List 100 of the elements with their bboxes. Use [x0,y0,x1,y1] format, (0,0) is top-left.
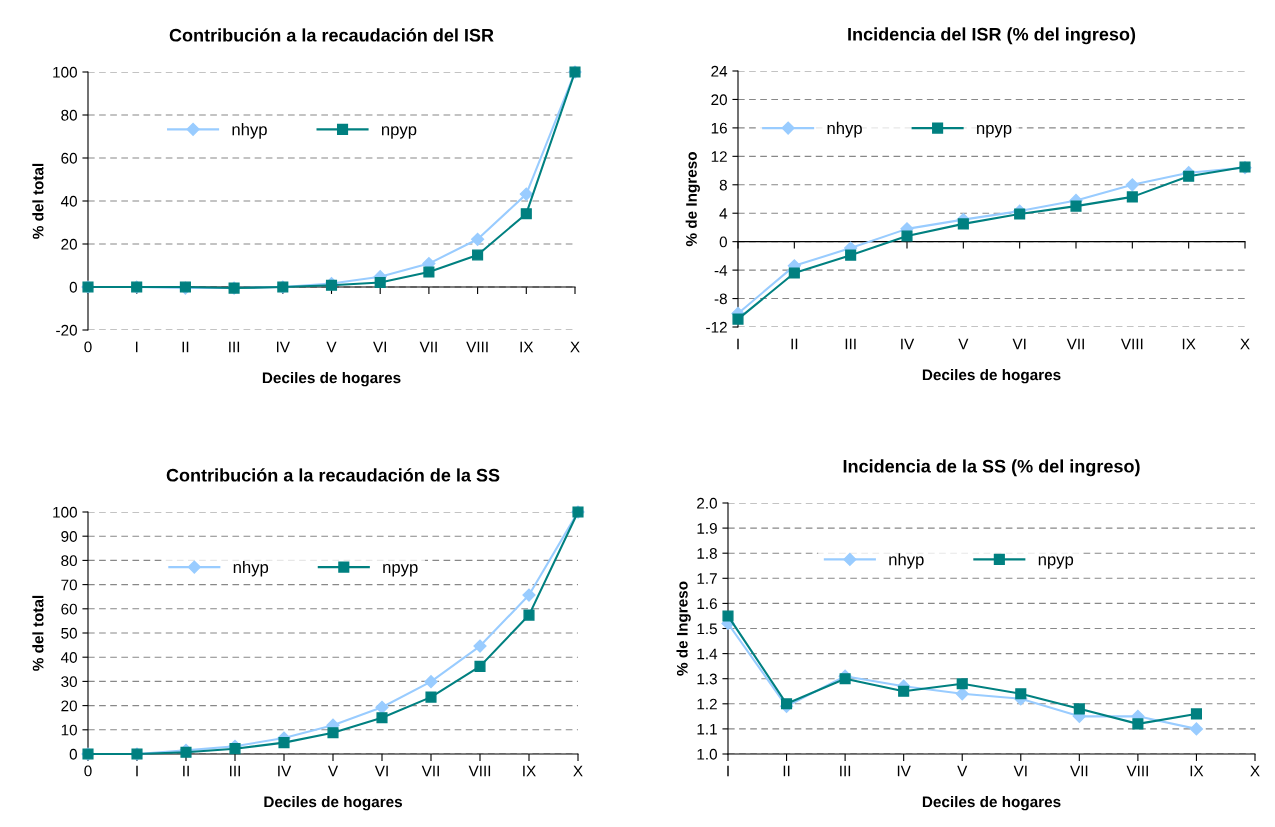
y-axis-title: % de Ingreso [685,152,700,247]
x-tick-label: VI [1013,765,1027,777]
x-axis-title: Deciles de hogares [264,796,403,811]
y-tick-label: 70 [61,579,77,591]
y-tick-label: 20 [61,700,77,712]
x-tick-label: V [327,765,339,777]
x-tick-label: VIII [466,341,488,353]
y-tick-label: 30 [61,676,77,688]
y-tick-label: 100 [53,66,77,78]
point [1125,178,1139,192]
y-tick-label: 1.7 [697,573,717,584]
x-tick-label: V [957,765,968,777]
y-tick-label: 1.2 [697,698,717,710]
x-tick-label: I [136,765,138,777]
x-tick-label: VIII [1120,338,1143,350]
point [473,639,487,653]
point [1132,718,1144,730]
point [901,230,913,242]
x-tick-label: IV [897,765,911,777]
x-axis-title: Deciles de hogares [922,796,1061,811]
point [229,743,241,755]
legend-label: npyp [381,126,417,139]
y-tick-label: 1.8 [697,548,717,559]
point [374,276,386,289]
x-tick-label: VIII [468,765,491,777]
y-tick-label: 80 [61,109,77,121]
point [522,588,536,602]
chart-title: Contribución a la recaudación de la SS [166,468,500,482]
x-tick-label: II [783,765,790,777]
y-tick-label: 90 [61,531,77,542]
x-tick-label: III [840,765,851,777]
y-tick-label: 1.1 [697,723,717,735]
x-tick-label: VII [419,341,437,353]
point [474,660,486,672]
point [1070,200,1082,212]
point [839,673,851,685]
y-tick-label: 80 [61,555,77,567]
legend-label: npyp [1038,556,1074,569]
point [1183,170,1195,182]
y-tick-label: 1.9 [697,522,717,534]
y-tick-label: 10 [61,724,77,736]
y-tick-label: 1.4 [697,648,718,660]
point [845,249,857,261]
x-tick-label: IV [276,341,290,353]
point [472,249,484,261]
y-tick-label: 50 [61,627,77,639]
point [898,685,910,697]
x-tick-label: X [1240,338,1250,350]
legend-label: nhyp [232,123,267,139]
y-tick-label: 1.0 [697,748,717,760]
y-tick-label: 0 [69,748,77,760]
point [1189,722,1204,736]
point [523,609,535,621]
y-tick-label: 1.3 [697,673,717,685]
y-tick-label: 100 [53,506,77,518]
x-tick-label: V [958,338,969,350]
x-tick-label: II [183,765,189,777]
point [278,737,290,749]
point [1190,708,1203,720]
x-tick-label: 0 [84,341,92,353]
x-tick-label: VII [1070,765,1088,777]
point [471,232,485,246]
y-tick-label: 16 [711,122,727,134]
x-tick-label: VI [374,765,388,777]
y-tick-label: 4 [719,208,728,219]
point [956,678,968,690]
x-axis-title: Deciles de hogares [262,372,401,387]
x-tick-label: VII [421,765,439,777]
y-tick-label: 0 [719,236,727,248]
legend-label: nhyp [889,553,924,569]
x-tick-label: II [791,338,798,350]
x-tick-label: X [573,765,583,777]
point [520,208,532,220]
point [375,700,389,714]
point [327,727,339,739]
x-tick-label: II [182,341,189,353]
x-tick-label: III [230,765,240,777]
point [425,691,437,703]
y-tick-label: 1.6 [697,598,717,610]
y-tick-label: -4 [714,265,728,276]
x-tick-label: IX [1182,338,1196,350]
y-tick-label: 8 [719,179,727,191]
x-tick-label: V [326,341,337,353]
y-tick-label: 24 [711,65,728,77]
point [788,267,800,279]
y-tick-label: -20 [56,324,77,336]
x-tick-label: X [570,341,580,353]
x-tick-label: VI [373,341,387,353]
x-tick-label: I [727,765,729,777]
y-tick-label: 0 [69,281,77,293]
x-tick-label: I [135,341,138,353]
x-tick-label: IV [278,765,292,777]
legend-label: npyp [977,124,1012,138]
y-tick-label: 40 [60,195,77,207]
y-tick-label: 12 [711,151,727,162]
y-axis-title: % del total [32,595,44,671]
x-tick-label: I [737,338,739,350]
y-axis-title: % de Ingreso [676,581,691,676]
x-tick-label: III [845,338,856,350]
legend-label: nhyp [233,560,269,577]
